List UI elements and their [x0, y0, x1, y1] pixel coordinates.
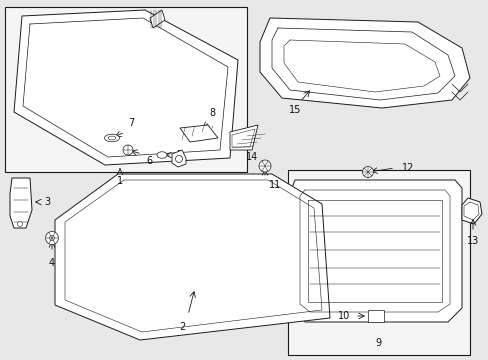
Text: 9: 9: [374, 338, 380, 348]
Circle shape: [175, 156, 182, 162]
Ellipse shape: [108, 136, 116, 140]
Bar: [367, 310, 383, 322]
Circle shape: [123, 145, 133, 155]
Circle shape: [18, 221, 22, 226]
Text: 3: 3: [44, 197, 50, 207]
Bar: [287, 170, 469, 355]
Bar: [5, 7, 246, 172]
Text: 14: 14: [245, 152, 258, 162]
Polygon shape: [55, 174, 329, 340]
Circle shape: [49, 235, 54, 240]
Circle shape: [45, 231, 59, 244]
Polygon shape: [291, 180, 461, 322]
Text: 4: 4: [49, 258, 55, 268]
Text: 5: 5: [176, 150, 182, 160]
Text: 7: 7: [128, 118, 134, 128]
Text: 2: 2: [179, 322, 185, 332]
Polygon shape: [172, 150, 185, 167]
Text: 12: 12: [401, 163, 413, 173]
Text: 8: 8: [208, 108, 215, 118]
Polygon shape: [10, 178, 32, 228]
Text: 15: 15: [288, 105, 301, 115]
Polygon shape: [150, 10, 164, 28]
Polygon shape: [260, 18, 469, 108]
Text: 13: 13: [466, 236, 478, 246]
Ellipse shape: [157, 152, 167, 158]
Text: 6: 6: [146, 156, 152, 166]
Polygon shape: [461, 198, 481, 224]
Ellipse shape: [104, 134, 119, 142]
Polygon shape: [180, 125, 218, 142]
Text: 10: 10: [337, 311, 349, 321]
Text: 11: 11: [268, 180, 281, 190]
Polygon shape: [14, 10, 238, 165]
Polygon shape: [229, 125, 258, 150]
Circle shape: [362, 166, 373, 177]
Text: 1: 1: [117, 176, 123, 186]
Circle shape: [259, 160, 270, 172]
